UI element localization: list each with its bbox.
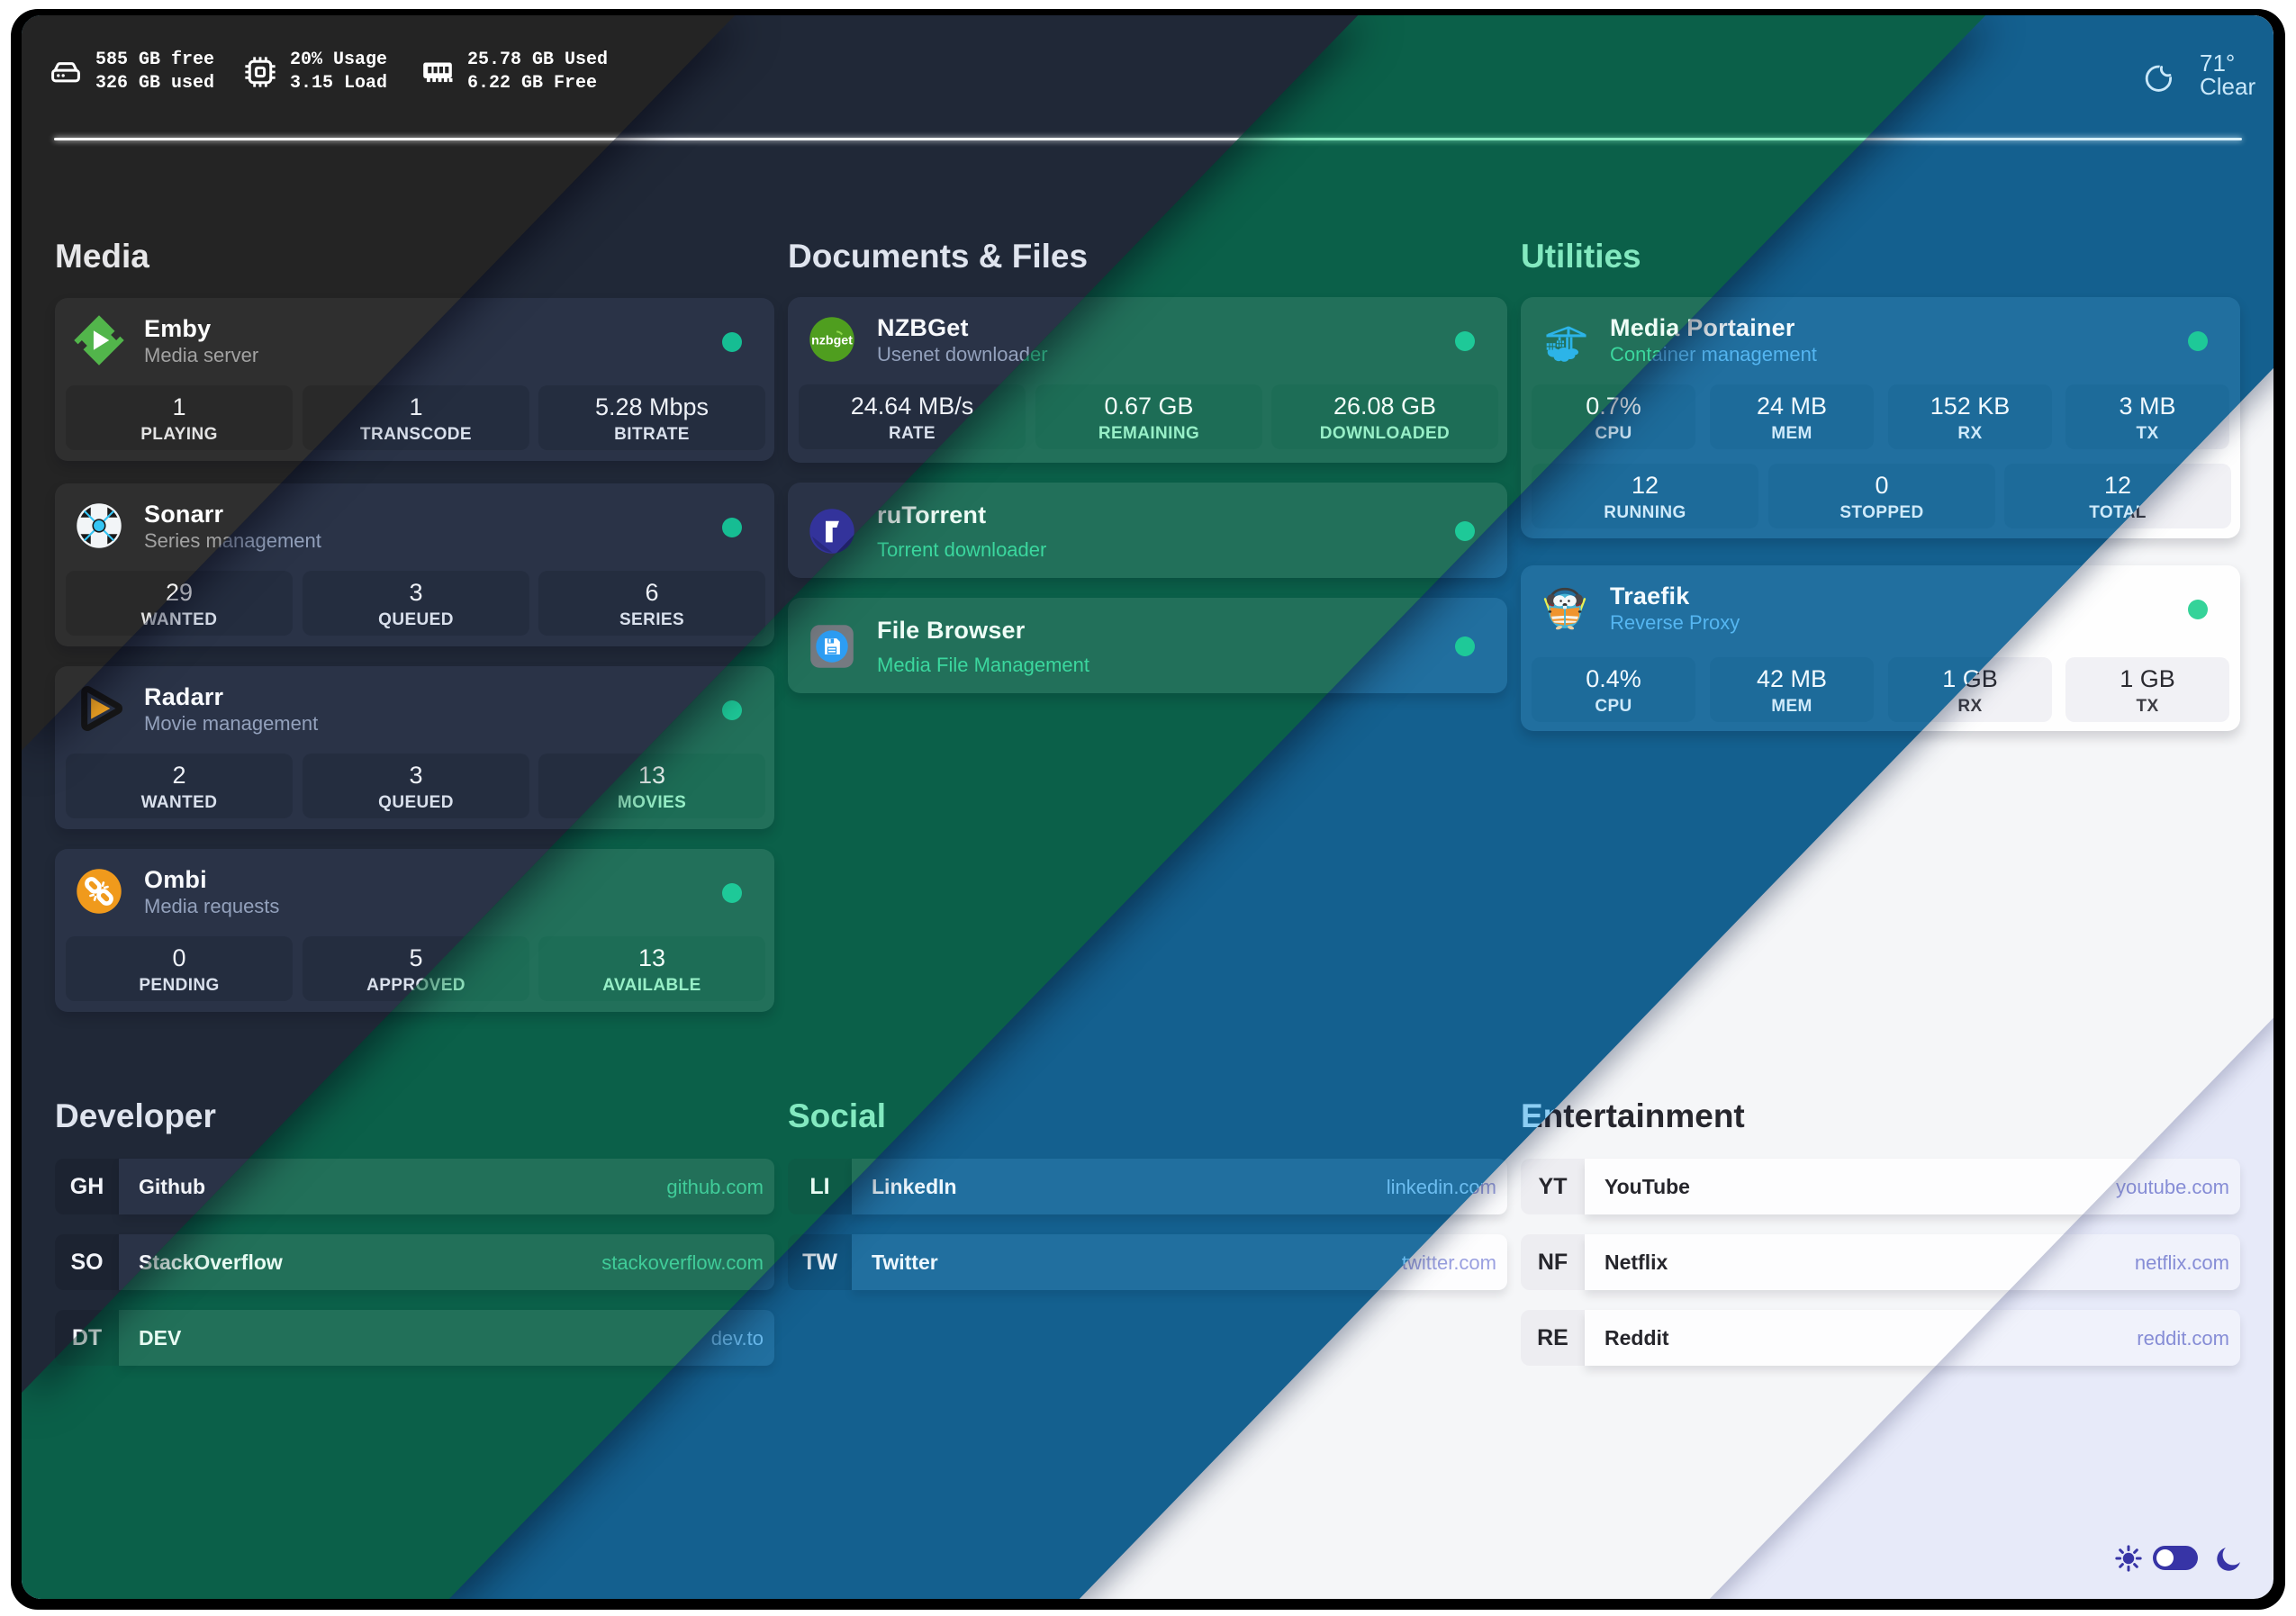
svg-text:nzbget: nzbget (811, 333, 853, 348)
svg-text:nzbget: nzbget (811, 333, 853, 348)
